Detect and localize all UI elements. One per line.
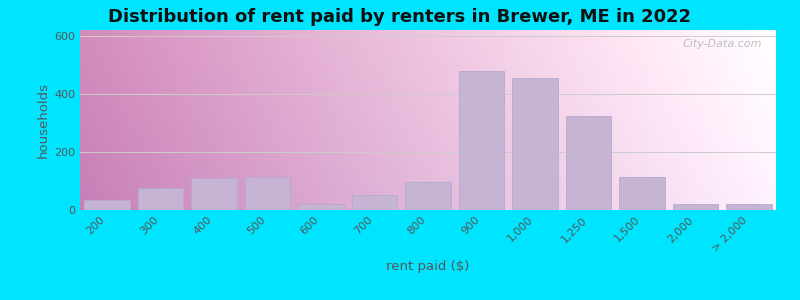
- Bar: [84, 200, 130, 210]
- Bar: [512, 78, 558, 210]
- Bar: [298, 204, 344, 210]
- Bar: [726, 204, 772, 210]
- X-axis label: rent paid ($): rent paid ($): [386, 260, 470, 273]
- Bar: [673, 204, 718, 210]
- Bar: [566, 116, 611, 210]
- Text: Distribution of rent paid by renters in Brewer, ME in 2022: Distribution of rent paid by renters in …: [109, 8, 691, 26]
- Bar: [352, 196, 398, 210]
- Bar: [245, 177, 290, 210]
- Bar: [458, 70, 504, 210]
- Bar: [191, 178, 237, 210]
- Text: City-Data.com: City-Data.com: [682, 39, 762, 49]
- Bar: [138, 188, 183, 210]
- Y-axis label: households: households: [37, 82, 50, 158]
- Bar: [619, 177, 665, 210]
- Bar: [406, 182, 450, 210]
